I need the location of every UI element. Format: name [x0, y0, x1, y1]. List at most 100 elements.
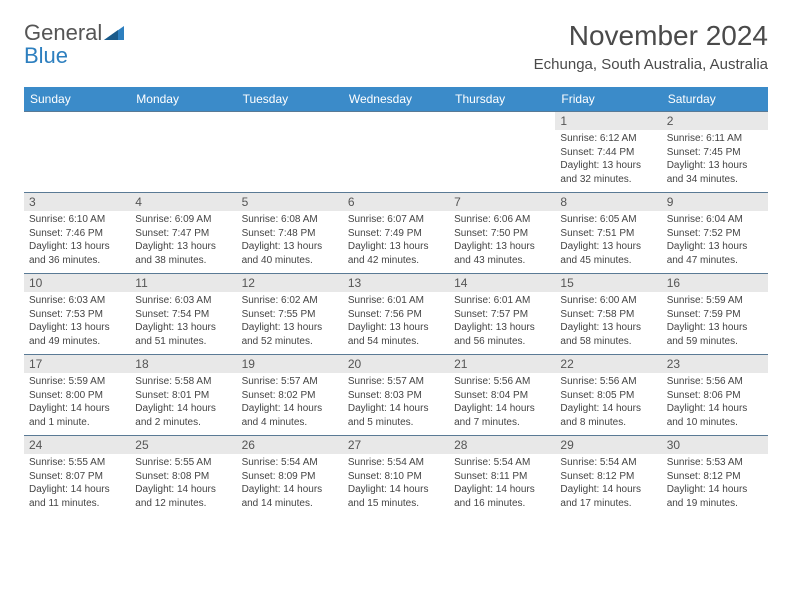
- day-detail: Sunrise: 6:05 AMSunset: 7:51 PMDaylight:…: [555, 211, 661, 273]
- day-detail: Sunrise: 5:54 AMSunset: 8:12 PMDaylight:…: [555, 454, 661, 516]
- day-number: 3: [24, 193, 130, 211]
- sunrise-text: Sunrise: 5:54 AM: [560, 456, 656, 470]
- daylight-text: Daylight: 13 hours and 45 minutes.: [560, 240, 656, 267]
- sunset-text: Sunset: 8:04 PM: [454, 389, 550, 403]
- calendar-day-cell: 6Sunrise: 6:07 AMSunset: 7:49 PMDaylight…: [343, 193, 449, 274]
- day-number: 27: [343, 436, 449, 454]
- calendar-day-cell: 25Sunrise: 5:55 AMSunset: 8:08 PMDayligh…: [130, 436, 236, 517]
- sunset-text: Sunset: 8:00 PM: [29, 389, 125, 403]
- day-number: 23: [662, 355, 768, 373]
- day-detail: Sunrise: 6:10 AMSunset: 7:46 PMDaylight:…: [24, 211, 130, 273]
- daylight-text: Daylight: 14 hours and 10 minutes.: [667, 402, 763, 429]
- day-number: 1: [555, 112, 661, 130]
- sunset-text: Sunset: 7:46 PM: [29, 227, 125, 241]
- sunrise-text: Sunrise: 6:12 AM: [560, 132, 656, 146]
- day-detail: Sunrise: 5:56 AMSunset: 8:06 PMDaylight:…: [662, 373, 768, 435]
- calendar-day-cell: 21Sunrise: 5:56 AMSunset: 8:04 PMDayligh…: [449, 355, 555, 436]
- daylight-text: Daylight: 14 hours and 2 minutes.: [135, 402, 231, 429]
- header: General Blue November 2024 Echunga, Sout…: [24, 20, 768, 73]
- day-number: 30: [662, 436, 768, 454]
- sunset-text: Sunset: 8:05 PM: [560, 389, 656, 403]
- day-detail: Sunrise: 6:09 AMSunset: 7:47 PMDaylight:…: [130, 211, 236, 273]
- daylight-text: Daylight: 13 hours and 36 minutes.: [29, 240, 125, 267]
- sunrise-text: Sunrise: 6:10 AM: [29, 213, 125, 227]
- daylight-text: Daylight: 14 hours and 16 minutes.: [454, 483, 550, 510]
- calendar-day-cell: 7Sunrise: 6:06 AMSunset: 7:50 PMDaylight…: [449, 193, 555, 274]
- daylight-text: Daylight: 14 hours and 5 minutes.: [348, 402, 444, 429]
- location-subtitle: Echunga, South Australia, Australia: [534, 56, 768, 73]
- sunset-text: Sunset: 7:44 PM: [560, 146, 656, 160]
- dow-header-monday: Monday: [130, 87, 236, 112]
- dow-header-tuesday: Tuesday: [237, 87, 343, 112]
- daylight-text: Daylight: 13 hours and 47 minutes.: [667, 240, 763, 267]
- day-detail: Sunrise: 5:59 AMSunset: 7:59 PMDaylight:…: [662, 292, 768, 354]
- logo-triangle-icon: [104, 26, 124, 45]
- sunrise-text: Sunrise: 5:58 AM: [135, 375, 231, 389]
- daylight-text: Daylight: 13 hours and 40 minutes.: [242, 240, 338, 267]
- day-number: 10: [24, 274, 130, 292]
- day-number: 22: [555, 355, 661, 373]
- sunset-text: Sunset: 7:52 PM: [667, 227, 763, 241]
- daylight-text: Daylight: 14 hours and 8 minutes.: [560, 402, 656, 429]
- title-block: November 2024 Echunga, South Australia, …: [534, 20, 768, 73]
- sunset-text: Sunset: 7:51 PM: [560, 227, 656, 241]
- day-detail: Sunrise: 5:57 AMSunset: 8:02 PMDaylight:…: [237, 373, 343, 435]
- day-detail: Sunrise: 6:01 AMSunset: 7:56 PMDaylight:…: [343, 292, 449, 354]
- day-detail: Sunrise: 5:55 AMSunset: 8:08 PMDaylight:…: [130, 454, 236, 516]
- sunrise-text: Sunrise: 6:09 AM: [135, 213, 231, 227]
- logo-word-blue: Blue: [24, 45, 124, 67]
- calendar-day-cell: 13Sunrise: 6:01 AMSunset: 7:56 PMDayligh…: [343, 274, 449, 355]
- day-detail: Sunrise: 5:59 AMSunset: 8:00 PMDaylight:…: [24, 373, 130, 435]
- sunrise-text: Sunrise: 6:08 AM: [242, 213, 338, 227]
- day-detail: Sunrise: 5:54 AMSunset: 8:11 PMDaylight:…: [449, 454, 555, 516]
- day-number: 2: [662, 112, 768, 130]
- sunrise-text: Sunrise: 6:06 AM: [454, 213, 550, 227]
- calendar-day-cell: 5Sunrise: 6:08 AMSunset: 7:48 PMDaylight…: [237, 193, 343, 274]
- daylight-text: Daylight: 13 hours and 51 minutes.: [135, 321, 231, 348]
- calendar-day-cell: 23Sunrise: 5:56 AMSunset: 8:06 PMDayligh…: [662, 355, 768, 436]
- calendar-day-cell: 16Sunrise: 5:59 AMSunset: 7:59 PMDayligh…: [662, 274, 768, 355]
- sunrise-text: Sunrise: 6:11 AM: [667, 132, 763, 146]
- day-number: 7: [449, 193, 555, 211]
- day-detail: Sunrise: 5:53 AMSunset: 8:12 PMDaylight:…: [662, 454, 768, 516]
- day-number: 29: [555, 436, 661, 454]
- day-number: 26: [237, 436, 343, 454]
- calendar-day-cell: 17Sunrise: 5:59 AMSunset: 8:00 PMDayligh…: [24, 355, 130, 436]
- daylight-text: Daylight: 14 hours and 19 minutes.: [667, 483, 763, 510]
- sunrise-text: Sunrise: 5:54 AM: [242, 456, 338, 470]
- calendar-table: SundayMondayTuesdayWednesdayThursdayFrid…: [24, 87, 768, 516]
- sunset-text: Sunset: 8:09 PM: [242, 470, 338, 484]
- calendar-day-cell: 9Sunrise: 6:04 AMSunset: 7:52 PMDaylight…: [662, 193, 768, 274]
- calendar-day-cell: 26Sunrise: 5:54 AMSunset: 8:09 PMDayligh…: [237, 436, 343, 517]
- sunrise-text: Sunrise: 6:03 AM: [135, 294, 231, 308]
- logo-word-general: General: [24, 20, 102, 45]
- day-number: 5: [237, 193, 343, 211]
- daylight-text: Daylight: 13 hours and 38 minutes.: [135, 240, 231, 267]
- day-number: 8: [555, 193, 661, 211]
- calendar-week-row: 17Sunrise: 5:59 AMSunset: 8:00 PMDayligh…: [24, 355, 768, 436]
- sunrise-text: Sunrise: 5:59 AM: [29, 375, 125, 389]
- sunset-text: Sunset: 7:59 PM: [667, 308, 763, 322]
- calendar-day-cell: [449, 112, 555, 193]
- day-number: 6: [343, 193, 449, 211]
- calendar-day-cell: [343, 112, 449, 193]
- daylight-text: Daylight: 14 hours and 11 minutes.: [29, 483, 125, 510]
- dow-header-thursday: Thursday: [449, 87, 555, 112]
- day-number: 21: [449, 355, 555, 373]
- calendar-day-cell: 12Sunrise: 6:02 AMSunset: 7:55 PMDayligh…: [237, 274, 343, 355]
- day-detail: Sunrise: 6:11 AMSunset: 7:45 PMDaylight:…: [662, 130, 768, 192]
- calendar-week-row: 3Sunrise: 6:10 AMSunset: 7:46 PMDaylight…: [24, 193, 768, 274]
- sunrise-text: Sunrise: 6:04 AM: [667, 213, 763, 227]
- daylight-text: Daylight: 14 hours and 17 minutes.: [560, 483, 656, 510]
- calendar-day-cell: 18Sunrise: 5:58 AMSunset: 8:01 PMDayligh…: [130, 355, 236, 436]
- day-number: 4: [130, 193, 236, 211]
- calendar-day-cell: 30Sunrise: 5:53 AMSunset: 8:12 PMDayligh…: [662, 436, 768, 517]
- sunset-text: Sunset: 7:54 PM: [135, 308, 231, 322]
- daylight-text: Daylight: 13 hours and 42 minutes.: [348, 240, 444, 267]
- daylight-text: Daylight: 13 hours and 54 minutes.: [348, 321, 444, 348]
- sunrise-text: Sunrise: 5:59 AM: [667, 294, 763, 308]
- sunset-text: Sunset: 8:12 PM: [560, 470, 656, 484]
- sunset-text: Sunset: 8:11 PM: [454, 470, 550, 484]
- sunset-text: Sunset: 8:06 PM: [667, 389, 763, 403]
- sunrise-text: Sunrise: 5:56 AM: [560, 375, 656, 389]
